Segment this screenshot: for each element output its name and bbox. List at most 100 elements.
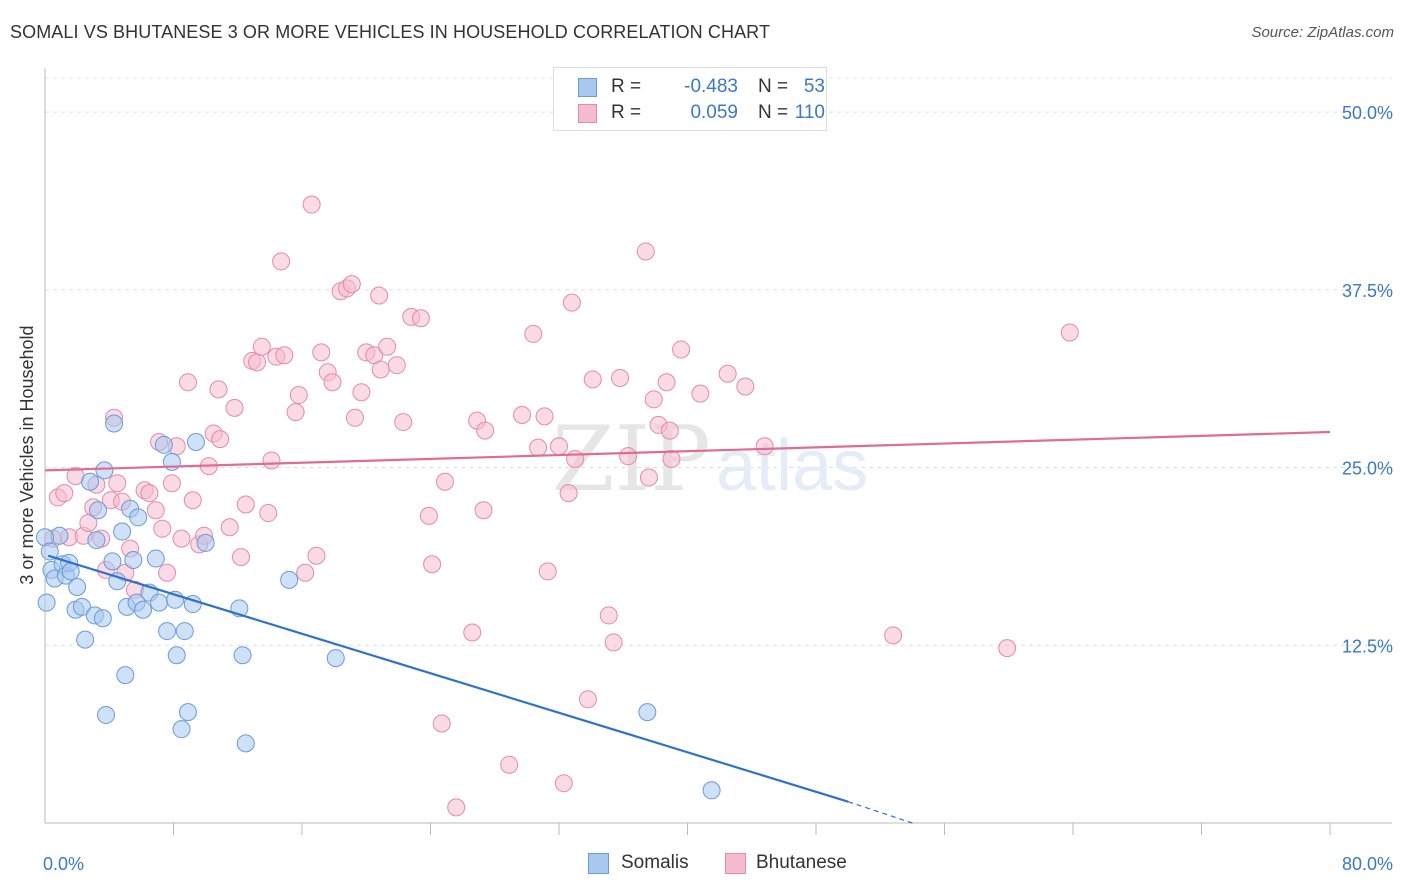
somalis-point	[87, 531, 106, 550]
somalis-point	[124, 550, 143, 569]
bhutanese-point	[611, 368, 630, 387]
somalis-point	[37, 593, 56, 612]
legend-bhutanese-swatch	[725, 853, 746, 874]
bhutanese-point	[55, 484, 74, 503]
bhutanese-point	[158, 563, 177, 582]
somalis-trend-extension	[847, 801, 913, 824]
bhutanese-point	[312, 343, 331, 362]
bhutanese-point	[639, 468, 658, 487]
bhutanese-point	[183, 491, 202, 510]
bhutanese-point	[660, 421, 679, 440]
source-label: Source: ZipAtlas.com	[1251, 24, 1394, 41]
bhutanese-point	[387, 356, 406, 375]
bhutanese-point	[286, 403, 305, 422]
bhutanese-point	[296, 563, 315, 582]
watermark-atlas: atlas	[716, 426, 868, 506]
bhutanese-point	[691, 384, 710, 403]
somalis-point	[95, 461, 114, 480]
bhutanese-swatch	[578, 104, 597, 123]
x-tick-label: 0.0%	[43, 854, 84, 874]
somalis-point	[89, 501, 108, 520]
somalis-point	[76, 630, 95, 649]
somalis-point	[175, 622, 194, 641]
bhutanese-point	[220, 518, 239, 537]
bhutanese-point	[554, 774, 573, 793]
bhutanese-point	[423, 555, 442, 574]
somalis-point	[638, 703, 657, 722]
bhutanese-point	[447, 798, 466, 817]
bhutanese-point	[435, 472, 454, 491]
bhutanese-point	[644, 390, 663, 409]
bhutanese-point	[209, 380, 228, 399]
bhutanese-point	[513, 405, 532, 424]
somalis-point	[93, 609, 112, 628]
somalis-point	[68, 577, 87, 596]
bhutanese-point	[225, 398, 244, 417]
bhutanese-point	[236, 495, 255, 514]
y-axis-label: 3 or more Vehicles in Household	[17, 325, 37, 584]
bhutanese-point	[211, 430, 230, 449]
somalis-point	[178, 703, 197, 722]
r-value: -0.483	[684, 76, 738, 97]
bhutanese-point	[736, 377, 755, 396]
bhutanese-point	[262, 451, 281, 470]
r-value: 0.059	[690, 102, 738, 123]
somalis-trend-line	[47, 554, 849, 803]
somalis-swatch	[578, 78, 597, 97]
bhutanese-point	[371, 360, 390, 379]
somalis-point	[72, 597, 91, 616]
bhutanese-point	[307, 546, 326, 565]
bhutanese-point	[248, 353, 267, 372]
y-tick-label: 37.5%	[1342, 281, 1393, 301]
bhutanese-point	[583, 370, 602, 389]
somalis-point	[40, 542, 59, 561]
bhutanese-point	[1060, 323, 1079, 342]
somalis-point	[172, 720, 191, 739]
somalis-point	[108, 572, 127, 591]
bhutanese-point	[755, 437, 774, 456]
bhutanese-point	[474, 501, 493, 520]
bhutanese-point	[476, 421, 495, 440]
x-tick-label: 80.0%	[1342, 854, 1393, 874]
somalis-point	[326, 649, 345, 668]
bhutanese-point	[419, 506, 438, 525]
y-tick-label: 50.0%	[1342, 103, 1393, 123]
bhutanese-point	[599, 606, 618, 625]
bhutanese-point	[550, 437, 568, 456]
data-points	[36, 195, 1079, 817]
y-tick-label: 12.5%	[1342, 636, 1393, 656]
somalis-point	[236, 734, 255, 753]
bhutanese-point	[998, 639, 1017, 658]
bhutanese-point	[718, 364, 737, 383]
bhutanese-point	[636, 242, 655, 261]
bhutanese-point	[662, 450, 681, 469]
bhutanese-point	[140, 484, 159, 503]
tick-labels: 12.5% 25.0% 37.5% 50.0% 0.0% 80.0%	[43, 103, 1393, 874]
somalis-point	[146, 549, 165, 568]
bhutanese-point	[566, 450, 585, 469]
bhutanese-point	[346, 408, 365, 427]
somalis-point	[133, 600, 152, 619]
somalis-point	[186, 432, 205, 451]
somalis-point	[233, 646, 252, 665]
bhutanese-point	[432, 714, 451, 733]
y-tick-label: 25.0%	[1342, 459, 1393, 479]
bhutanese-trend-line	[44, 430, 1331, 472]
r-label: R =	[611, 76, 642, 97]
bhutanese-point	[619, 447, 638, 466]
bhutanese-point	[231, 548, 250, 567]
bhutanese-point	[252, 337, 271, 356]
somalis-point	[196, 533, 215, 552]
n-label: N =	[758, 76, 789, 97]
bhutanese-point	[172, 529, 191, 548]
bhutanese-point	[463, 623, 482, 642]
bhutanese-point	[342, 275, 361, 294]
bhutanese-point	[524, 324, 543, 343]
bhutanese-point	[178, 373, 197, 392]
bhutanese-point	[538, 562, 557, 581]
somalis-point	[154, 435, 173, 454]
bhutanese-point	[323, 373, 342, 392]
correlation-legend: R = -0.483 N = 53 R = 0.059 N = 110	[553, 67, 827, 131]
bhutanese-point	[604, 633, 623, 652]
